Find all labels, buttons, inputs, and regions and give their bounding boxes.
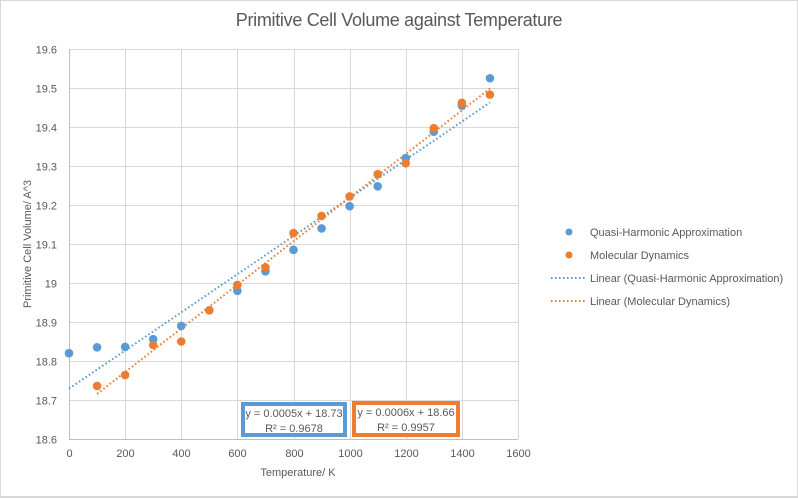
legend-label: Linear (Molecular Dynamics) bbox=[590, 296, 730, 308]
y-tick-label: 19.1 bbox=[36, 240, 57, 252]
data-point-md bbox=[205, 306, 214, 315]
trendlines bbox=[68, 87, 491, 395]
data-point-md bbox=[233, 280, 242, 290]
x-tick-label: 400 bbox=[172, 448, 190, 460]
legend-marker-qha bbox=[565, 228, 573, 236]
data-point-md bbox=[289, 228, 298, 238]
y-tick-label: 19.4 bbox=[36, 123, 57, 135]
chart-title: Primitive Cell Volume against Temperatur… bbox=[235, 10, 563, 30]
data-point-md bbox=[457, 98, 467, 108]
data-point-qha bbox=[176, 321, 186, 331]
y-tick-label: 19.3 bbox=[36, 162, 57, 174]
x-axis-ticks: 0 200 400 600 800 1000 1200 1400 1600 bbox=[66, 448, 530, 460]
x-tick-label: 1600 bbox=[506, 448, 530, 460]
y-tick-label: 19.5 bbox=[36, 84, 57, 96]
data-point-qha bbox=[485, 73, 495, 83]
data-point-qha bbox=[373, 181, 382, 191]
data-point-md bbox=[485, 90, 495, 99]
trendline-equation-box-md: y = 0.0006x + 18.66 R² = 0.9957 bbox=[352, 401, 460, 437]
data-point-qha bbox=[64, 348, 74, 358]
trendline-r-squared-md: R² = 0.9957 bbox=[377, 422, 435, 434]
legend-label: Molecular Dynamics bbox=[590, 250, 690, 262]
y-axis-title: Primitive Cell Volume/ A^3 bbox=[22, 180, 34, 308]
gridlines bbox=[69, 49, 519, 440]
trendline-equation-box-qha: y = 0.0005x + 18.73 R² = 0.9678 bbox=[241, 402, 347, 437]
data-point-md bbox=[176, 337, 186, 346]
data-point-qha bbox=[317, 224, 326, 233]
y-tick-label: 18.6 bbox=[36, 435, 57, 447]
data-point-qha bbox=[345, 201, 354, 211]
x-tick-label: 200 bbox=[116, 448, 134, 460]
data-point-md bbox=[148, 340, 158, 350]
data-point-md bbox=[261, 263, 270, 272]
trendline-md bbox=[96, 87, 491, 395]
trendline-r-squared-qha: R² = 0.9678 bbox=[265, 423, 323, 435]
legend: Quasi-Harmonic Approximation Molecular Dy… bbox=[551, 227, 783, 308]
data-point-md bbox=[92, 381, 102, 391]
trendline-equation-qha: y = 0.0005x + 18.73 bbox=[245, 408, 343, 420]
y-tick-label: 19.6 bbox=[36, 45, 57, 57]
trendline-equation-md: y = 0.0006x + 18.66 bbox=[357, 407, 455, 419]
y-tick-label: 19.2 bbox=[36, 201, 57, 213]
data-point-md bbox=[373, 169, 382, 179]
data-points bbox=[64, 73, 495, 391]
data-point-md bbox=[120, 370, 130, 380]
legend-label: Quasi-Harmonic Approximation bbox=[590, 227, 742, 239]
data-point-qha bbox=[120, 342, 130, 352]
y-tick-label: 18.8 bbox=[36, 357, 57, 369]
x-tick-label: 1000 bbox=[338, 448, 362, 460]
trendline-qha bbox=[68, 101, 491, 390]
y-tick-label: 18.7 bbox=[36, 396, 57, 408]
data-point-md bbox=[345, 192, 354, 201]
data-point-qha bbox=[92, 343, 102, 352]
data-point-qha bbox=[289, 245, 298, 255]
x-tick-label: 0 bbox=[66, 448, 72, 460]
x-axis-title: Temperature/ K bbox=[260, 467, 336, 479]
data-point-md bbox=[429, 123, 439, 133]
data-point-md bbox=[401, 158, 411, 168]
y-axis-ticks: 18.6 18.7 18.8 18.9 19 19.1 19.2 19.3 19.4 19.5 19… bbox=[36, 45, 57, 447]
x-tick-label: 1400 bbox=[450, 448, 474, 460]
legend-label: Linear (Quasi-Harmonic Approximation) bbox=[590, 273, 783, 285]
x-tick-label: 800 bbox=[285, 448, 303, 460]
y-tick-label: 19 bbox=[45, 279, 57, 291]
x-tick-label: 1200 bbox=[394, 448, 418, 460]
y-tick-label: 18.9 bbox=[36, 318, 57, 330]
data-point-md bbox=[317, 211, 326, 221]
legend-marker-md bbox=[565, 251, 573, 259]
x-tick-label: 600 bbox=[228, 448, 246, 460]
